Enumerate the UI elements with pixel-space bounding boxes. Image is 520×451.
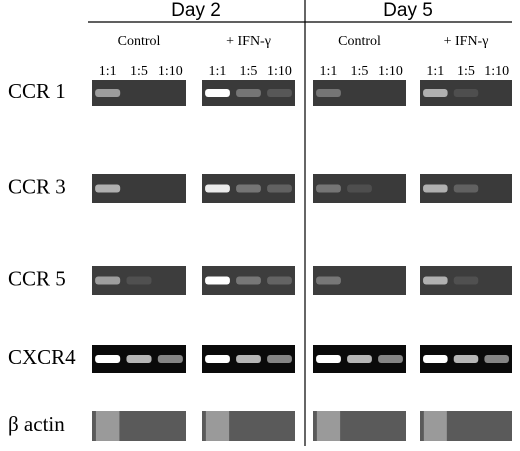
row-label: CCR 5 bbox=[8, 266, 66, 290]
band bbox=[126, 355, 152, 363]
lane-label: 1:10 bbox=[158, 64, 183, 79]
band bbox=[205, 89, 230, 97]
lane-label: 1:10 bbox=[484, 64, 509, 79]
lane-label: 1:5 bbox=[457, 64, 475, 79]
band bbox=[316, 184, 341, 193]
lane-label: 1:5 bbox=[240, 64, 258, 79]
band bbox=[126, 276, 152, 285]
band bbox=[267, 184, 292, 193]
band bbox=[205, 355, 230, 363]
band bbox=[423, 276, 448, 285]
day-label: Day 5 bbox=[383, 0, 433, 21]
row-label: CCR 1 bbox=[8, 79, 66, 103]
band bbox=[267, 355, 292, 363]
band bbox=[316, 89, 341, 97]
band bbox=[205, 184, 230, 193]
band bbox=[95, 355, 121, 363]
band bbox=[95, 184, 121, 193]
band bbox=[236, 184, 261, 193]
lane-label: 1:5 bbox=[130, 64, 148, 79]
band bbox=[423, 355, 448, 363]
day-label: Day 2 bbox=[171, 0, 221, 21]
band bbox=[205, 276, 230, 285]
band bbox=[236, 355, 261, 363]
lane-label: 1:1 bbox=[320, 64, 338, 79]
lane-label: 1:10 bbox=[378, 64, 403, 79]
gel-panel bbox=[313, 174, 406, 203]
band bbox=[453, 89, 479, 97]
band bbox=[316, 355, 341, 363]
group-label: + IFN-γ bbox=[226, 34, 271, 49]
band bbox=[453, 184, 479, 193]
lane-label: 1:5 bbox=[351, 64, 369, 79]
lane-label: 1:1 bbox=[99, 64, 117, 79]
band bbox=[347, 355, 372, 363]
row-label: β actin bbox=[8, 412, 65, 436]
group-label: + IFN-γ bbox=[444, 34, 489, 49]
lane-label: 1:10 bbox=[267, 64, 292, 79]
band bbox=[423, 184, 448, 193]
band bbox=[267, 89, 292, 97]
lane-label: 1:1 bbox=[209, 64, 227, 79]
band bbox=[378, 355, 403, 363]
band bbox=[205, 411, 230, 441]
group-label: Control bbox=[338, 34, 381, 49]
band bbox=[95, 411, 120, 441]
band bbox=[453, 276, 479, 285]
band bbox=[423, 89, 448, 97]
band bbox=[236, 89, 261, 97]
group-label: Control bbox=[118, 34, 161, 49]
band bbox=[236, 276, 261, 285]
band bbox=[484, 355, 509, 363]
band bbox=[316, 276, 341, 285]
band bbox=[347, 184, 372, 193]
band bbox=[423, 411, 447, 441]
band bbox=[453, 355, 479, 363]
band bbox=[316, 411, 341, 441]
band bbox=[157, 355, 183, 363]
band bbox=[95, 89, 121, 97]
gel-panel bbox=[313, 80, 406, 106]
band bbox=[267, 276, 292, 285]
row-label: CXCR4 bbox=[8, 345, 76, 369]
row-label: CCR 3 bbox=[8, 174, 66, 198]
lane-label: 1:1 bbox=[426, 64, 444, 79]
gel-panel bbox=[313, 266, 406, 295]
band bbox=[95, 276, 121, 285]
